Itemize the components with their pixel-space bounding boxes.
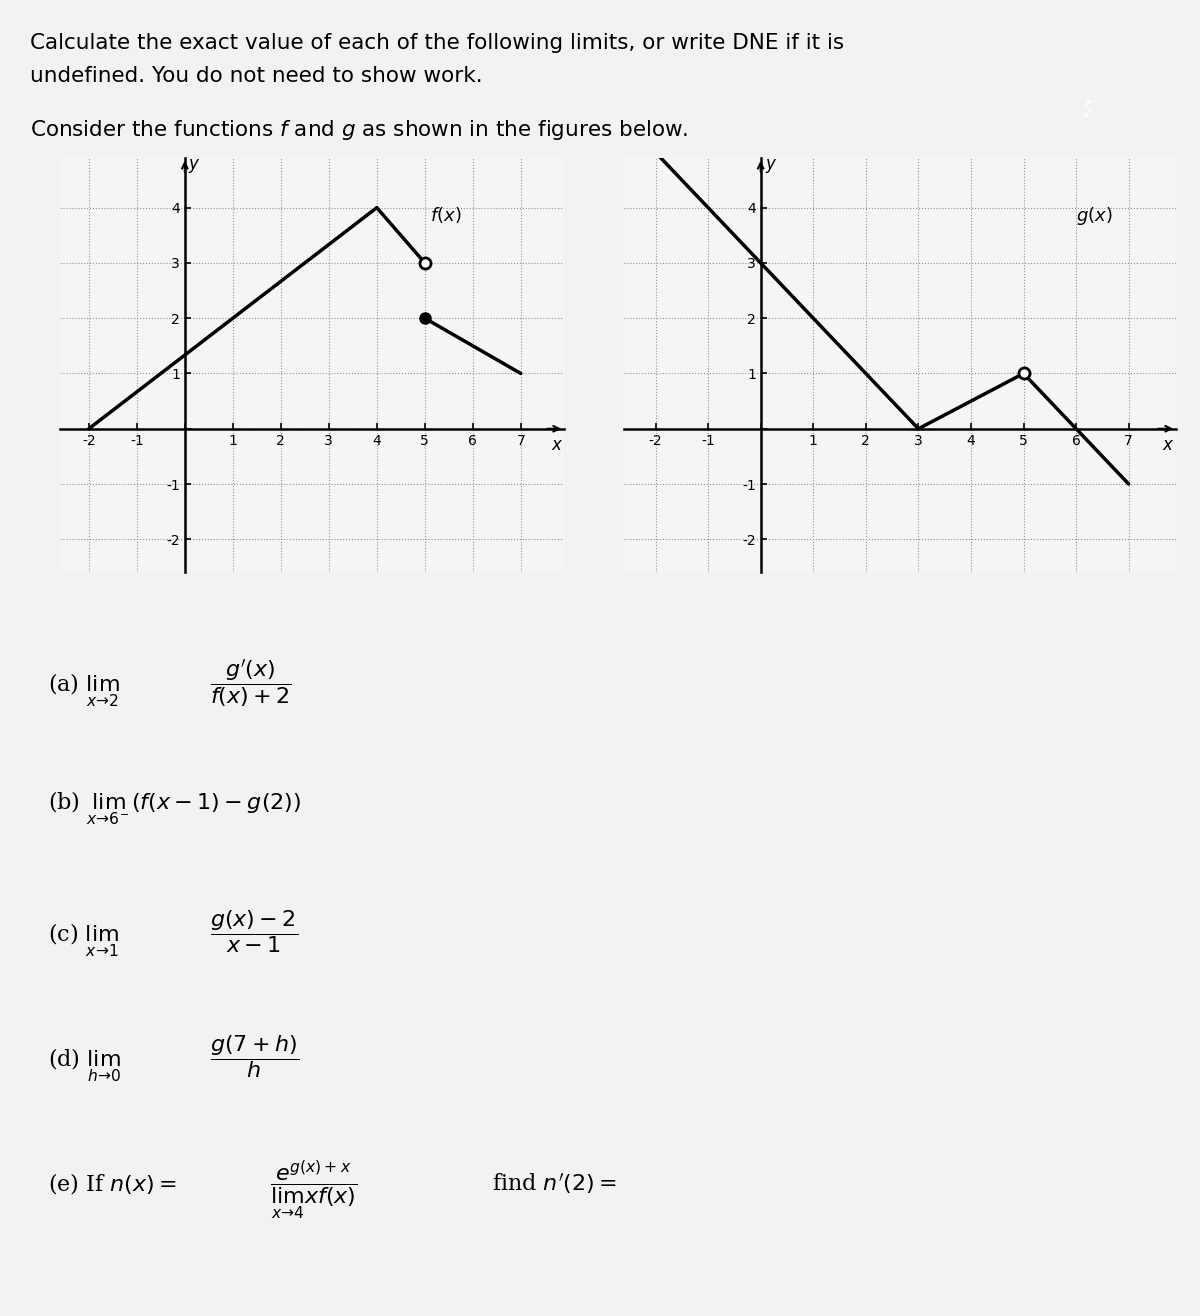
Text: $\dfrac{g'(x)}{f(x) + 2}$: $\dfrac{g'(x)}{f(x) + 2}$ <box>210 658 292 709</box>
Text: $x$: $x$ <box>551 437 563 454</box>
Text: ↗
↙: ↗ ↙ <box>1081 97 1092 121</box>
Text: $y$: $y$ <box>764 157 778 175</box>
Text: $\dfrac{e^{g(x)+x}}{\lim_{x \to 4} x f(x)}$: $\dfrac{e^{g(x)+x}}{\lim_{x \to 4} x f(x… <box>270 1158 358 1221</box>
Text: (d) $\lim_{h \to 0}$: (d) $\lim_{h \to 0}$ <box>48 1046 121 1083</box>
Text: (b) $\lim_{x \to 6^-} (f(x - 1) - g(2))$: (b) $\lim_{x \to 6^-} (f(x - 1) - g(2))$ <box>48 790 301 826</box>
Text: $\dfrac{g(7 + h)}{h}$: $\dfrac{g(7 + h)}{h}$ <box>210 1033 299 1080</box>
Text: find $n'(2)=$: find $n'(2)=$ <box>492 1171 617 1196</box>
Text: (e) If $n(x) =$: (e) If $n(x) =$ <box>48 1171 176 1196</box>
Text: $y$: $y$ <box>188 157 200 175</box>
Text: $f(x)$: $f(x)$ <box>430 205 461 225</box>
Text: (a) $\lim_{x \to 2}$: (a) $\lim_{x \to 2}$ <box>48 671 120 708</box>
Text: undefined. You do not need to show work.: undefined. You do not need to show work. <box>30 66 482 86</box>
Text: Calculate the exact value of each of the following limits, or write DNE if it is: Calculate the exact value of each of the… <box>30 33 844 53</box>
Text: (c) $\lim_{x \to 1}$: (c) $\lim_{x \to 1}$ <box>48 921 119 958</box>
Text: $x$: $x$ <box>1162 437 1175 454</box>
Text: $\dfrac{g(x) - 2}{x - 1}$: $\dfrac{g(x) - 2}{x - 1}$ <box>210 908 298 955</box>
Text: $g(x)$: $g(x)$ <box>1076 205 1112 228</box>
Text: Consider the functions $f$ and $g$ as shown in the figures below.: Consider the functions $f$ and $g$ as sh… <box>30 118 689 142</box>
